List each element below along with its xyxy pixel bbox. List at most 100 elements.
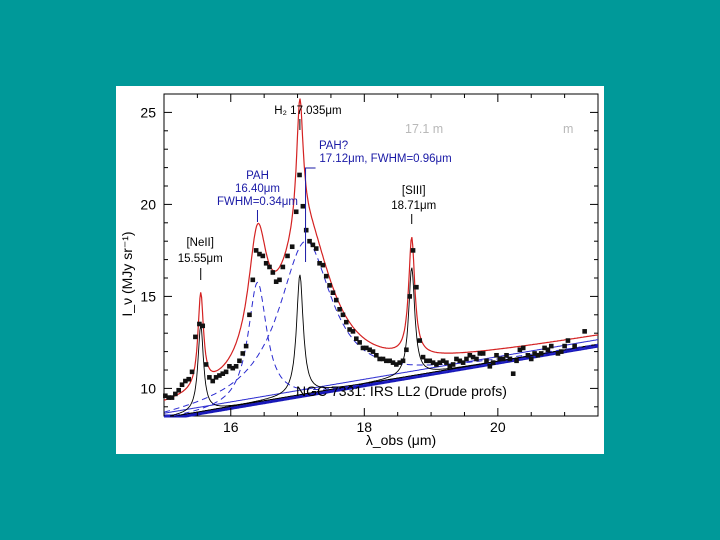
data-point (267, 264, 272, 270)
pah1-fwhm: FWHM=0.34μm (217, 196, 298, 208)
header-text-left: 17.1 m (405, 122, 443, 136)
chart-figure: 16 18 20 10 15 20 25 [NeII] 15.55μm PAH 16.40μm FW… (116, 86, 604, 454)
data-point (237, 358, 242, 364)
data-point (582, 329, 587, 334)
data-point (243, 343, 249, 349)
h2-label: H₂ 17.035μm (274, 105, 341, 117)
data-point (320, 262, 326, 268)
data-point (280, 264, 286, 270)
data-point (387, 358, 392, 364)
data-point (263, 260, 269, 266)
data-point (307, 238, 312, 244)
data-point (213, 375, 219, 380)
data-point (217, 373, 222, 378)
data-point (400, 358, 406, 364)
data-point (514, 358, 519, 364)
data-point (565, 338, 571, 343)
data-point (480, 351, 486, 356)
data-point (494, 352, 499, 358)
y-axis-title: I_ν (MJy sr⁻¹) (119, 231, 135, 316)
data-point (394, 362, 399, 367)
data-point (487, 364, 493, 369)
data-point (333, 297, 339, 303)
data-point (350, 329, 356, 334)
data-point (179, 382, 185, 388)
y-tick-label: 25 (140, 104, 156, 120)
data-point (464, 356, 469, 362)
data-point (500, 356, 506, 362)
data-point (260, 253, 266, 259)
data-point (337, 306, 342, 312)
data-point (454, 356, 459, 362)
pah2-wavelength: 17.12μm, FWHM=0.96μm (319, 153, 451, 165)
data-point (330, 290, 336, 296)
data-point (484, 358, 489, 364)
data-point (427, 358, 433, 364)
data-point (562, 343, 567, 349)
data-point (535, 352, 541, 358)
data-point (437, 360, 443, 365)
data-point (250, 277, 256, 283)
data-point (490, 360, 496, 365)
data-point (163, 393, 168, 399)
y-tick-label: 10 (140, 380, 156, 396)
data-point (323, 273, 329, 279)
data-point (410, 248, 416, 253)
data-point (497, 356, 503, 362)
axis-ticks: 16 18 20 10 15 20 25 (140, 93, 599, 435)
data-point (247, 312, 252, 318)
data-point (407, 294, 413, 299)
data-point (310, 242, 316, 248)
plot-frame (163, 93, 599, 417)
data-point (277, 277, 282, 283)
data-point (233, 364, 239, 369)
data-point (450, 362, 456, 367)
data-point (230, 365, 236, 371)
data-point (193, 334, 198, 340)
data-point (528, 356, 534, 362)
data-point (343, 319, 349, 325)
data-point (380, 356, 386, 362)
data-point (183, 378, 188, 384)
data-point (289, 244, 295, 250)
data-point (176, 387, 181, 393)
data-point (377, 356, 382, 362)
data-point (327, 283, 332, 288)
data-point (525, 352, 531, 358)
data-point (353, 336, 359, 342)
data-point (424, 358, 429, 364)
data-point (414, 284, 419, 290)
figure-caption: NGC 7331: IRS LL2 (Drude profs) (296, 383, 507, 399)
continuum-upper-line (163, 339, 599, 414)
data-point (173, 391, 178, 397)
data-point (474, 356, 479, 362)
siii-wavelength: 18.71μm (391, 200, 436, 212)
data-point (374, 352, 379, 358)
data-point (186, 376, 192, 382)
x-tick-label: 16 (223, 419, 239, 435)
data-point (360, 345, 366, 351)
data-point (313, 246, 319, 251)
data-point (317, 260, 322, 266)
data-point (457, 358, 463, 364)
data-point (532, 351, 537, 356)
data-point (542, 345, 547, 351)
data-point (240, 351, 246, 356)
pah1-label: PAH (246, 170, 269, 182)
data-point (517, 347, 523, 353)
data-point (444, 360, 449, 365)
data-point (520, 345, 526, 351)
data-point (504, 352, 509, 358)
data-point (220, 371, 226, 376)
data-point (555, 351, 561, 356)
data-point (470, 354, 476, 360)
spectrum-plot: 16 18 20 10 15 20 25 [NeII] 15.55μm PAH16.40μmFW… (119, 93, 599, 448)
y-tick-label: 20 (140, 196, 156, 212)
data-point (572, 343, 577, 349)
data-point (293, 209, 299, 215)
data-point (166, 395, 171, 400)
data-point (300, 203, 306, 209)
data-point (223, 369, 229, 375)
header-text-right: m (563, 122, 573, 136)
